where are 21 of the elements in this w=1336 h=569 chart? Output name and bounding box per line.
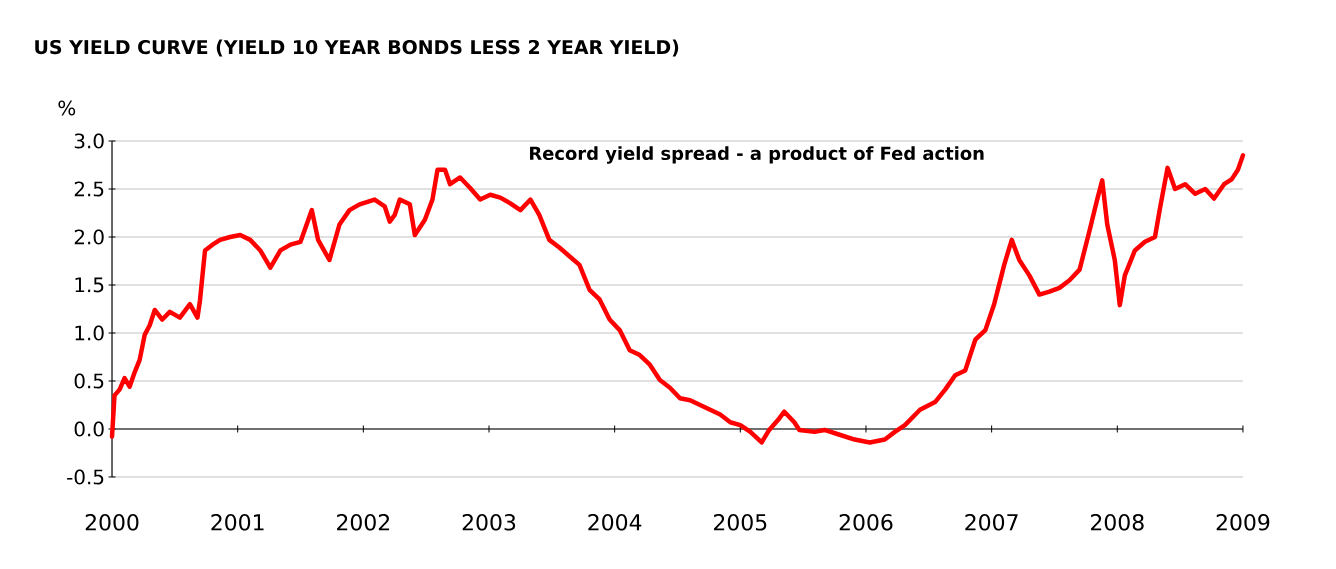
x-tick-label: 2000 — [85, 514, 139, 531]
y-tick-label: 2.5 — [74, 181, 104, 197]
y-tick-label: 1.0 — [75, 325, 104, 341]
x-tick-label: 2007 — [965, 514, 1018, 531]
y-tick-label: 0.5 — [74, 373, 104, 389]
y-tick-label: 2.0 — [74, 229, 104, 245]
x-tick-label: 2005 — [714, 514, 767, 531]
x-tick-label: 2006 — [839, 514, 893, 531]
x-tick-label: 2009 — [1216, 514, 1270, 531]
x-tick-label: 2003 — [462, 514, 516, 531]
y-axis-title: % — [58, 100, 76, 116]
y-tick-label: -0.5 — [67, 469, 104, 485]
y-tick-label: 3.0 — [74, 133, 104, 149]
chart-title: US YIELD CURVE (YIELD 10 YEAR BONDS LESS 2 YEAR YIELD) — [35, 39, 679, 57]
annotation: Record yield spread - a product of Fed action — [530, 146, 984, 164]
x-tick-label: 2008 — [1091, 514, 1144, 531]
x-tick-label: 2002 — [337, 514, 390, 531]
x-tick-label: 2004 — [588, 514, 642, 531]
x-tick-label: 2001 — [211, 514, 264, 531]
y-tick-label: 0.0 — [74, 421, 104, 437]
y-tick-label: 1.5 — [75, 277, 104, 293]
